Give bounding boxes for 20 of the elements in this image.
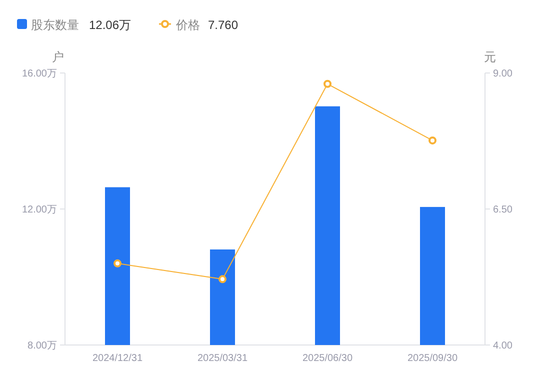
legend-label: 股东数量 <box>31 18 79 32</box>
y-tick-label: 8.00万 <box>28 340 57 352</box>
y-axis-title: 户 <box>52 50 64 64</box>
y2-tick-label: 6.50 <box>493 204 513 216</box>
point <box>428 136 436 144</box>
text: 12.06万 <box>89 18 132 32</box>
text: 7.760 <box>208 18 238 32</box>
point <box>218 275 226 284</box>
y2-tick-label: 9.00 <box>493 68 513 80</box>
x-tick-label: 2025/03/31 <box>197 353 248 364</box>
point <box>324 80 332 88</box>
x-tick-label: 2025/09/30 <box>407 353 458 364</box>
y2-axis-title: 元 <box>484 50 496 64</box>
y2-tick-label: 4.00 <box>493 340 513 352</box>
x-tick-label: 2024/12/31 <box>92 353 143 364</box>
y-tick-label: 16.00万 <box>22 68 57 80</box>
point <box>114 259 122 268</box>
legend-label: 价格 <box>175 18 200 32</box>
x-tick-label: 2025/06/30 <box>302 353 353 364</box>
y-tick-label: 12.00万 <box>22 204 57 216</box>
